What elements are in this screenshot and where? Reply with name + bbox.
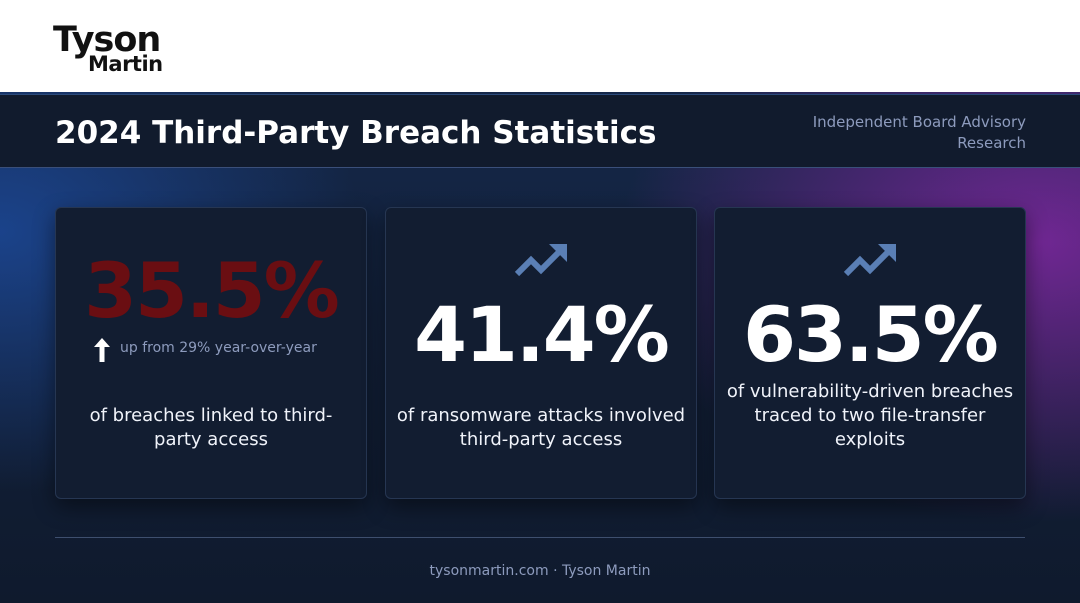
yoy-note: up from 29% year-over-year — [120, 340, 317, 356]
logo-text-martin: Martin — [88, 52, 163, 76]
stat-description: of vulnerability-driven breaches traced … — [726, 381, 1014, 450]
stat-card-third-party-breaches: 35.5% up from 29% year-over-year of brea… — [55, 207, 367, 499]
top-bar: Tyson Martin — [0, 0, 1080, 92]
stat-value: 41.4% — [414, 290, 670, 379]
divider — [55, 537, 1025, 538]
stat-description: of ransomware attacks involved third-par… — [396, 405, 686, 450]
brand-logo[interactable]: Tyson Martin — [53, 22, 173, 76]
stat-description: of breaches linked to third-party access — [89, 405, 333, 450]
subtitle: Independent Board Advisory Research — [812, 113, 1026, 152]
stat-card-ransomware: 41.4% of ransomware attacks involved thi… — [385, 207, 697, 499]
page-title: 2024 Third-Party Breach Statistics — [55, 115, 657, 151]
logo-text-tyson: Tyson — [53, 20, 161, 60]
stat-value: 35.5% — [84, 246, 340, 335]
footer-credit[interactable]: tysonmartin.com · Tyson Martin — [429, 563, 651, 579]
stat-value: 63.5% — [743, 290, 999, 379]
title-band: 2024 Third-Party Breach Statistics Indep… — [0, 94, 1080, 168]
yoy-change: up from 29% year-over-year — [92, 335, 352, 363]
slide: 2024 Third-Party Breach Statistics Indep… — [0, 92, 1080, 603]
trend-up-icon — [843, 244, 896, 277]
trend-up-icon — [514, 244, 567, 277]
arrow-up-icon — [94, 338, 110, 362]
stat-card-file-transfer-exploits: 63.5% of vulnerability-driven breaches t… — [714, 207, 1026, 499]
